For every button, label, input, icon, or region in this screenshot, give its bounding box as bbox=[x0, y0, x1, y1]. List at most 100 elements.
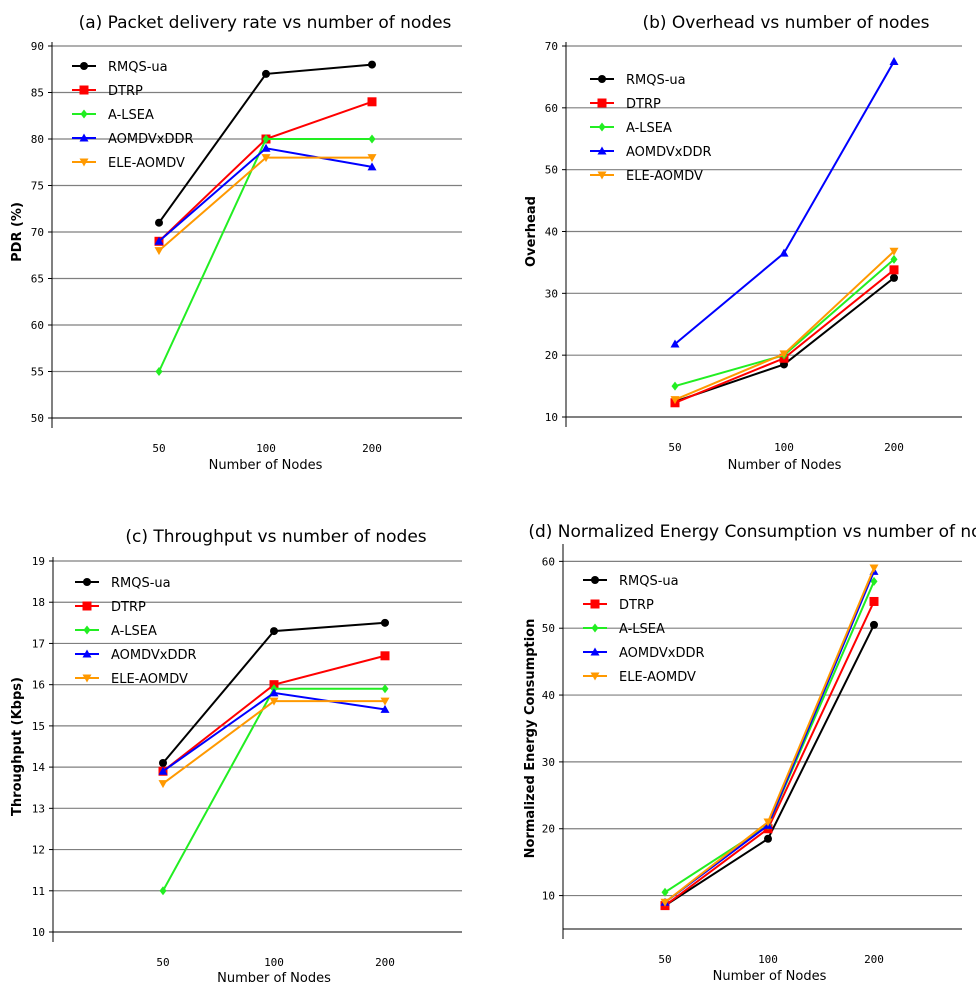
legend-label: A-LSEA bbox=[626, 121, 672, 136]
x-tick-label: 100 bbox=[774, 441, 794, 454]
legend-label: AOMDVxDDR bbox=[626, 145, 712, 160]
data-point bbox=[889, 247, 899, 256]
series-aomdvxddr bbox=[670, 56, 899, 348]
x-tick-label: 200 bbox=[362, 442, 382, 455]
y-tick-label: 10 bbox=[545, 411, 558, 424]
data-point bbox=[154, 247, 164, 256]
data-point bbox=[270, 627, 278, 636]
chart-title: (a) Packet delivery rate vs number of no… bbox=[79, 13, 452, 33]
data-point bbox=[671, 381, 679, 391]
legend-marker bbox=[79, 158, 89, 167]
legend: RMQS-ua DTRP A-LSEA AOMDVxDDR ELE-AOMDV bbox=[72, 60, 194, 171]
legend-marker bbox=[590, 599, 600, 609]
series-rmqs-ua bbox=[159, 618, 389, 767]
series-rmqs-ua bbox=[155, 60, 376, 227]
data-point bbox=[870, 620, 878, 629]
data-point bbox=[269, 688, 279, 697]
legend-label: A-LSEA bbox=[108, 108, 154, 123]
y-axis-label: Throughput (Kbps) bbox=[10, 677, 25, 816]
legend-marker bbox=[598, 75, 606, 83]
data-point bbox=[763, 818, 773, 827]
data-point bbox=[380, 704, 390, 713]
y-tick-label: 55 bbox=[31, 366, 44, 379]
series-line bbox=[158, 156, 372, 252]
y-tick-label: 20 bbox=[542, 823, 555, 836]
data-point bbox=[269, 697, 279, 706]
data-point bbox=[367, 97, 377, 107]
x-tick-label: 50 bbox=[156, 956, 169, 969]
x-tick-label: 200 bbox=[375, 956, 395, 969]
data-point bbox=[890, 254, 898, 264]
series-ele-aomdv bbox=[660, 564, 879, 907]
data-point bbox=[670, 339, 680, 348]
legend-marker bbox=[82, 674, 92, 683]
x-axis-label: Number of Nodes bbox=[209, 458, 323, 473]
legend: RMQS-ua DTRP A-LSEA AOMDVxDDR ELE-AOMDV bbox=[75, 576, 197, 687]
y-tick-label: 18 bbox=[32, 596, 45, 609]
data-point bbox=[154, 236, 164, 245]
legend-label: DTRP bbox=[108, 84, 143, 99]
legend-label: ELE-AOMDV bbox=[619, 670, 696, 685]
legend-label: ELE-AOMDV bbox=[108, 156, 185, 171]
legend-marker bbox=[79, 85, 89, 95]
legend-marker bbox=[591, 623, 599, 633]
series-aomdvxddr bbox=[154, 143, 377, 245]
series-line bbox=[664, 571, 875, 904]
legend-label: RMQS-ua bbox=[626, 73, 686, 88]
series-line bbox=[162, 700, 385, 785]
legend-label: ELE-AOMDV bbox=[626, 169, 703, 184]
data-point bbox=[889, 265, 899, 275]
series-line bbox=[664, 567, 875, 904]
y-tick-label: 50 bbox=[542, 622, 555, 635]
chart-panel-a: (a) Packet delivery rate vs number of no… bbox=[10, 13, 462, 473]
chart-title: (d) Normalized Energy Consumption vs num… bbox=[528, 522, 976, 542]
legend-marker bbox=[598, 122, 606, 132]
y-tick-label: 60 bbox=[545, 102, 558, 115]
series-line bbox=[158, 100, 373, 243]
series-line bbox=[162, 654, 386, 773]
y-tick-label: 10 bbox=[542, 890, 555, 903]
data-point bbox=[381, 618, 389, 627]
data-point bbox=[380, 697, 390, 706]
chart-panel-d: (d) Normalized Energy Consumption vs num… bbox=[523, 522, 976, 984]
series-dtrp bbox=[154, 97, 377, 246]
x-tick-label: 200 bbox=[864, 953, 884, 966]
y-tick-label: 70 bbox=[545, 40, 558, 53]
legend-marker bbox=[82, 649, 92, 658]
x-tick-label: 50 bbox=[668, 441, 681, 454]
series-line bbox=[158, 147, 373, 243]
series-line bbox=[162, 687, 385, 892]
series-dtrp bbox=[158, 651, 390, 776]
legend-label: RMQS-ua bbox=[111, 576, 171, 591]
data-point bbox=[155, 367, 163, 376]
data-point bbox=[889, 56, 899, 65]
y-tick-label: 16 bbox=[32, 679, 45, 692]
y-tick-label: 30 bbox=[542, 756, 555, 769]
chart-panel-b: (b) Overhead vs number of nodes 10 20 30 40 5… bbox=[524, 13, 962, 473]
y-axis-label: Overhead bbox=[524, 196, 539, 267]
data-point bbox=[869, 596, 879, 606]
legend-marker bbox=[597, 98, 607, 108]
y-tick-label: 60 bbox=[31, 319, 44, 332]
data-point bbox=[159, 758, 167, 767]
x-tick-label: 200 bbox=[884, 441, 904, 454]
y-tick-label: 70 bbox=[31, 226, 44, 239]
legend-marker bbox=[591, 576, 599, 584]
series-line bbox=[158, 138, 372, 372]
series-aomdvxddr bbox=[158, 688, 390, 775]
data-point bbox=[670, 396, 680, 405]
y-tick-label: 10 bbox=[32, 926, 45, 939]
y-tick-label: 19 bbox=[32, 555, 45, 568]
data-point bbox=[367, 162, 377, 171]
data-point bbox=[155, 218, 163, 227]
chart-title: (b) Overhead vs number of nodes bbox=[642, 13, 929, 33]
data-point bbox=[764, 834, 772, 843]
data-point bbox=[261, 154, 271, 163]
series-ele-aomdv bbox=[670, 247, 899, 405]
data-point bbox=[368, 60, 376, 69]
data-point bbox=[159, 886, 167, 896]
series-dtrp bbox=[670, 265, 899, 408]
x-tick-label: 100 bbox=[264, 956, 284, 969]
data-point bbox=[661, 887, 669, 897]
